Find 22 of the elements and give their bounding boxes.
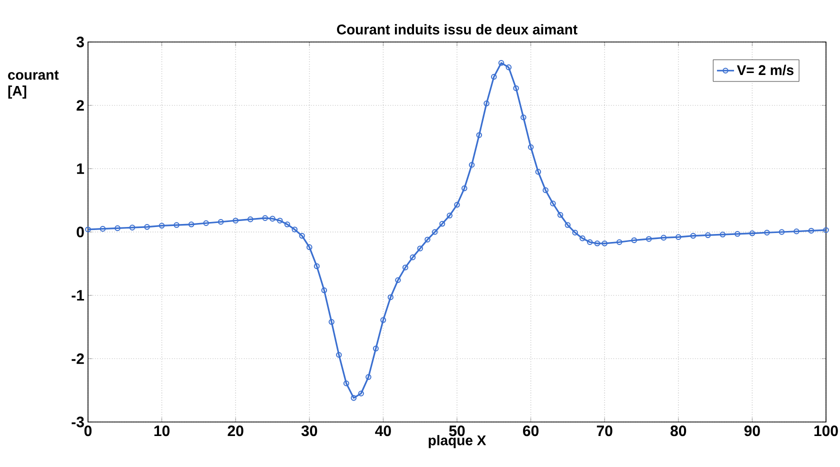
x-tick-label: 40 <box>375 426 391 436</box>
x-tick-label: 50 <box>449 426 465 436</box>
legend-label: V= 2 m/s <box>736 64 794 76</box>
y-tick-label: -1 <box>72 290 84 300</box>
x-tick-label: 10 <box>154 426 170 436</box>
x-tick-label: 100 <box>814 426 838 436</box>
y-tick-label: -3 <box>72 416 84 428</box>
x-axis-title: plaque X <box>428 435 486 448</box>
x-tick-label: 30 <box>301 426 318 436</box>
x-tick-label: 80 <box>670 426 686 436</box>
y-tick-label: 0 <box>76 226 84 238</box>
y-tick-label: 1 <box>77 164 84 174</box>
y-axis-title: courant [A] <box>8 70 59 99</box>
x-tick-label: 90 <box>744 426 760 436</box>
y-tick-label: -2 <box>72 353 84 364</box>
chart-title: Courant induits issu de deux aimant <box>337 24 578 34</box>
x-tick-label: 60 <box>523 426 539 436</box>
y-tick-label: 2 <box>76 100 84 111</box>
x-tick-label: 0 <box>84 426 92 436</box>
x-tick-label: 20 <box>228 426 244 436</box>
y-tick-label: 3 <box>76 36 84 48</box>
x-tick-label: 70 <box>596 426 612 436</box>
